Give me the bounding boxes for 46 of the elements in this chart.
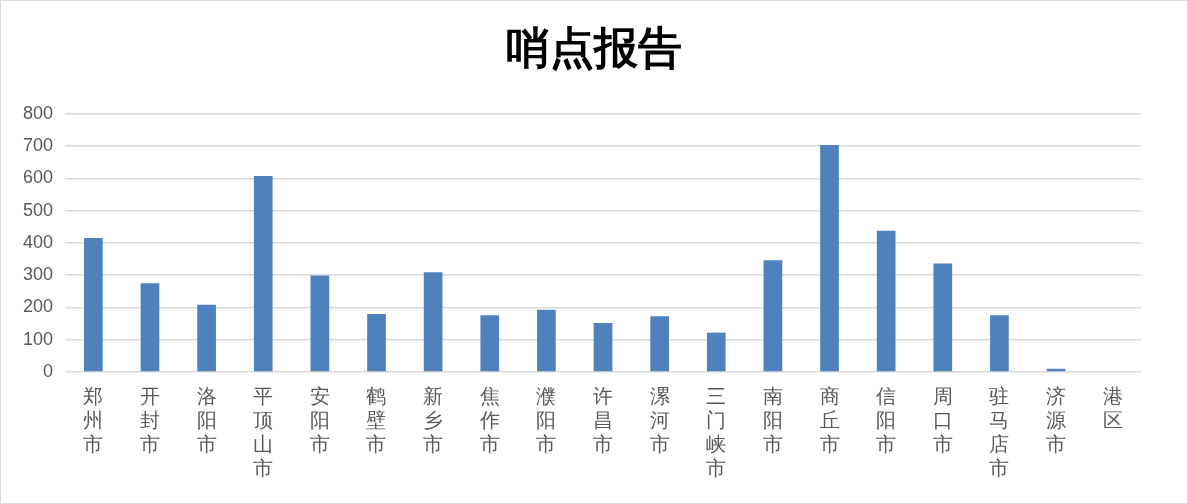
y-tick-label: 400: [22, 231, 54, 252]
x-tick-label: 济源市: [1046, 384, 1067, 457]
x-tick-label: 三门峡市: [706, 384, 727, 481]
x-tick-label: 郑州市: [83, 384, 104, 457]
x-tick-label: 濮阳市: [536, 384, 557, 457]
bar: [84, 238, 103, 372]
y-tick-label: 0: [43, 360, 54, 381]
chart-title: 哨点报告: [505, 23, 683, 75]
x-tick-label: 开封市: [139, 384, 160, 457]
bar: [480, 315, 500, 372]
y-tick-label: 800: [22, 102, 54, 123]
bar: [537, 309, 556, 372]
bar: [876, 230, 896, 372]
bar: [650, 316, 669, 372]
bar: [253, 176, 273, 372]
bar: [820, 145, 839, 372]
x-tick-label: 洛阳市: [196, 384, 217, 457]
y-tick-label: 500: [22, 199, 54, 220]
bar: [423, 272, 443, 372]
x-tick-label: 商丘市: [819, 384, 840, 457]
bar: [140, 283, 160, 372]
y-tick-label: 300: [22, 264, 54, 285]
bar: [933, 263, 953, 372]
y-tick-label: 100: [22, 328, 54, 349]
x-tick-label: 信阳市: [876, 384, 897, 457]
y-tick-label: 600: [22, 167, 54, 188]
y-tick-label: 700: [22, 135, 54, 156]
bar: [593, 322, 613, 372]
x-tick-label: 港区: [1102, 384, 1123, 433]
bar: [706, 332, 726, 372]
x-tick-label: 周口市: [932, 384, 953, 457]
bar: [990, 315, 1009, 372]
x-tick-label: 鹤壁市: [366, 384, 387, 457]
x-tick-label: 南阳市: [762, 384, 783, 457]
bar: [310, 275, 330, 372]
bar: [197, 304, 216, 372]
bar: [763, 260, 783, 372]
y-tick-label: 200: [22, 296, 54, 317]
bar: [367, 313, 386, 372]
x-tick-label: 许昌市: [593, 384, 614, 457]
x-tick-label: 平顶山市: [253, 384, 274, 481]
x-tick-label: 新乡市: [423, 384, 444, 457]
x-tick-label: 安阳市: [309, 384, 330, 457]
x-tick-label: 驻马店市: [989, 384, 1010, 481]
x-tick-label: 焦作市: [478, 384, 500, 457]
x-tick-label: 漯河市: [649, 384, 670, 457]
